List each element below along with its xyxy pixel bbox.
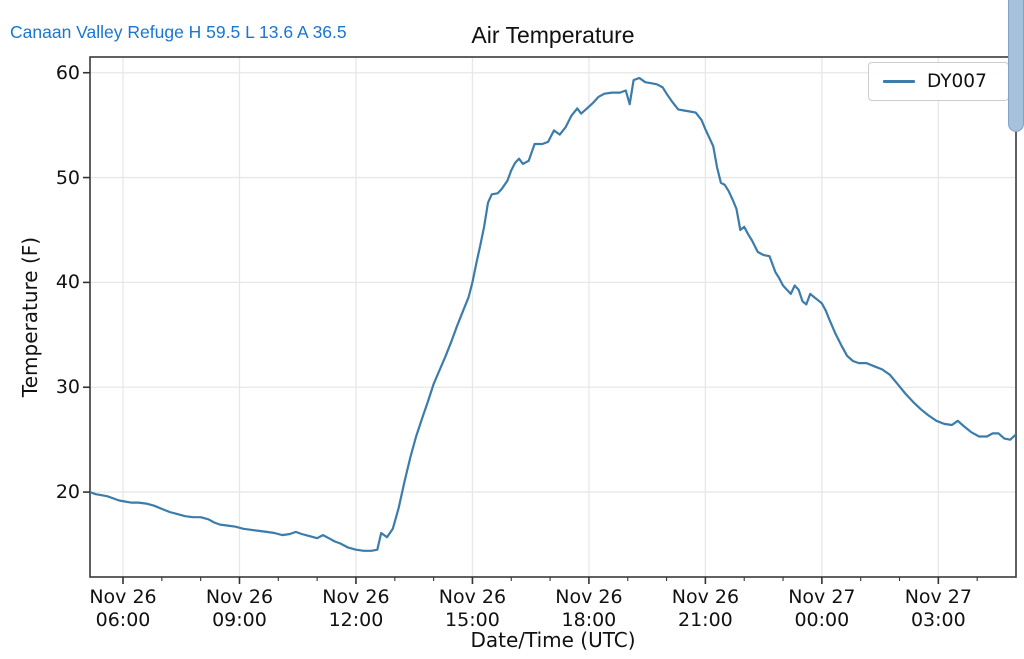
x-tick-label: Nov 26 09:00: [205, 586, 274, 631]
x-axis-label: Date/Time (UTC): [470, 628, 636, 652]
x-tick-label: Nov 26 06:00: [89, 586, 157, 631]
x-tick-label: Nov 26 18:00: [555, 586, 623, 631]
x-tick-label: Nov 26 21:00: [671, 586, 740, 631]
temperature-series-line: [90, 76, 1016, 552]
y-tick-label: 60: [55, 61, 80, 84]
station-summary-text: Canaan Valley Refuge H 59.5 L 13.6 A 36.…: [10, 22, 347, 42]
y-tick-label: 30: [55, 376, 80, 399]
legend-line-swatch-icon: [883, 80, 915, 83]
x-tick-label: Nov 26 15:00: [438, 586, 507, 631]
plot-border: [89, 56, 1017, 578]
y-tick-label: 40: [55, 271, 80, 294]
legend-series-label: DY007: [927, 71, 987, 92]
scrollbar-thumb[interactable]: [1008, 0, 1024, 132]
y-tick-label: 20: [55, 481, 80, 504]
x-tick-label: Nov 27 03:00: [904, 586, 972, 631]
legend: DY007: [868, 62, 1009, 101]
x-tick-label: Nov 27 00:00: [788, 586, 856, 631]
y-tick-label: 50: [55, 166, 80, 189]
x-tick-label: Nov 26 12:00: [322, 586, 390, 631]
y-axis-label: Temperature (F): [18, 236, 42, 398]
page-title: Air Temperature: [471, 22, 635, 48]
